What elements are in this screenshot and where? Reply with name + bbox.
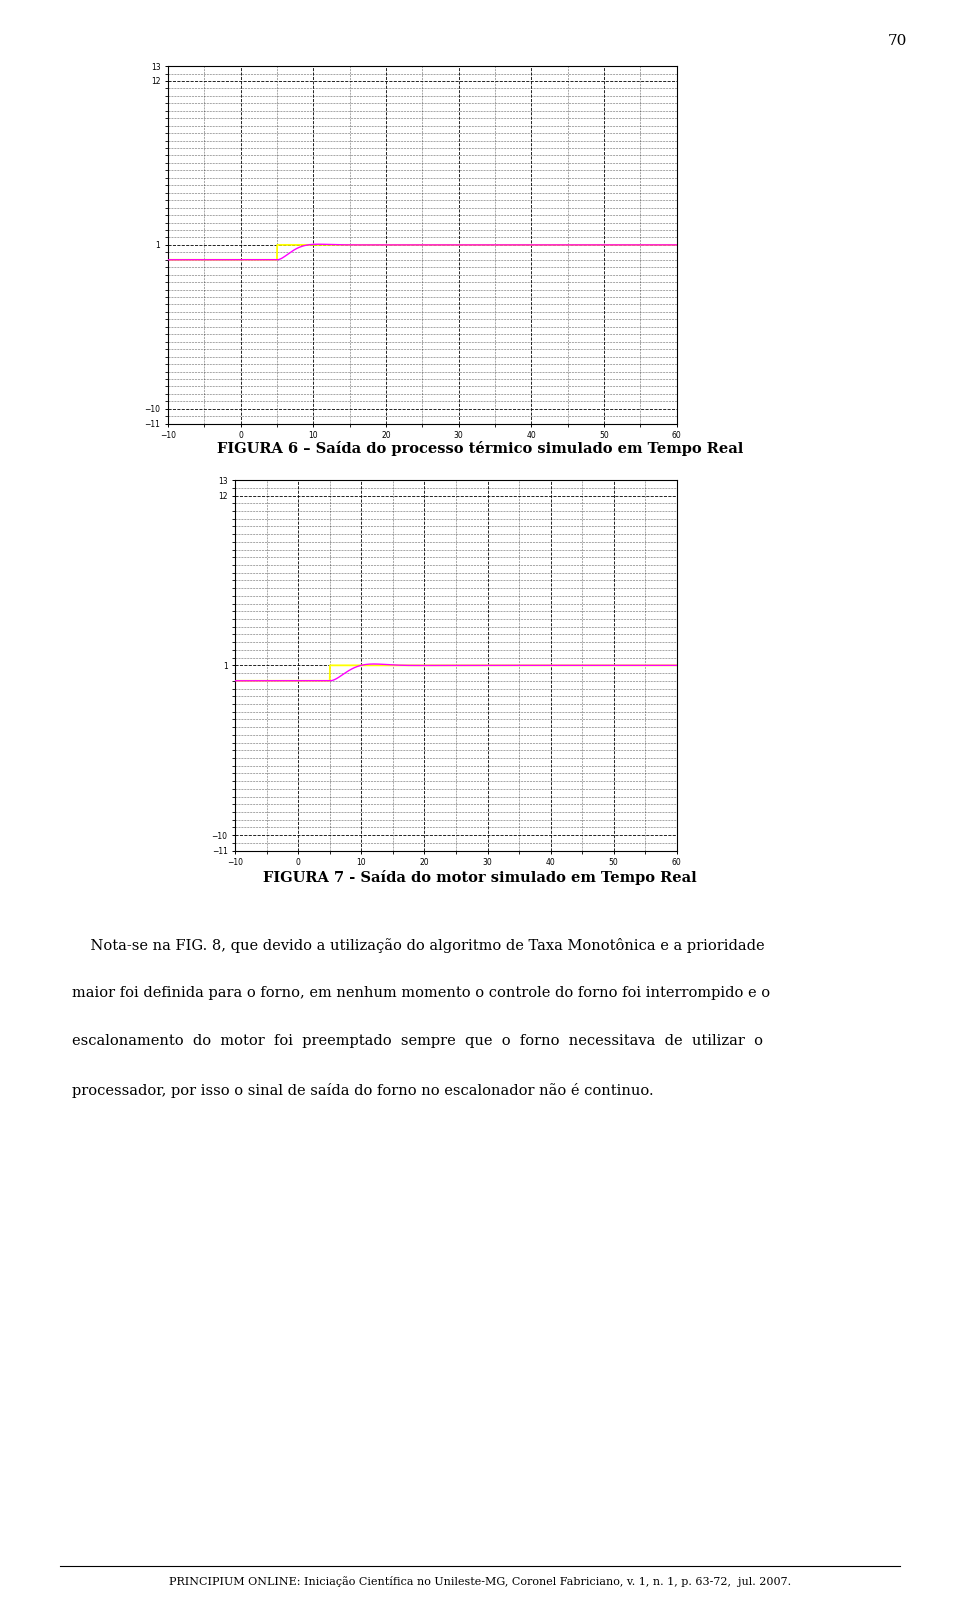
Text: PRINCIPIUM ONLINE: Iniciação Científica no Unileste-MG, Coronel Fabriciano, v. 1: PRINCIPIUM ONLINE: Iniciação Científica … bbox=[169, 1576, 791, 1587]
Text: FIGURA 6 – Saída do processo térmico simulado em Tempo Real: FIGURA 6 – Saída do processo térmico sim… bbox=[217, 441, 743, 456]
Text: FIGURA 7 - Saída do motor simulado em Tempo Real: FIGURA 7 - Saída do motor simulado em Te… bbox=[263, 870, 697, 884]
Text: escalonamento  do  motor  foi  preemptado  sempre  que  o  forno  necessitava  d: escalonamento do motor foi preemptado se… bbox=[72, 1034, 763, 1049]
Text: 70: 70 bbox=[888, 34, 907, 48]
Text: Nota-se na FIG. 8, que devido a utilização do algoritmo de Taxa Monotônica e a p: Nota-se na FIG. 8, que devido a utilizaç… bbox=[72, 938, 764, 952]
Text: processador, por isso o sinal de saída do forno no escalonador não é continuo.: processador, por isso o sinal de saída d… bbox=[72, 1083, 654, 1097]
Text: maior foi definida para o forno, em nenhum momento o controle do forno foi inter: maior foi definida para o forno, em nenh… bbox=[72, 986, 770, 1000]
